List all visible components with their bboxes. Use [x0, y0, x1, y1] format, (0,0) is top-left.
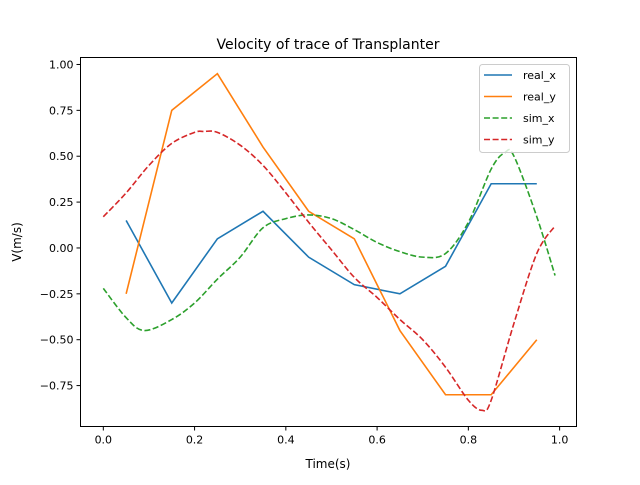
- series-line-real_x: [125, 182, 537, 305]
- x-tick-label: 1.0: [551, 434, 569, 447]
- series-line-sim_x: [102, 148, 556, 332]
- legend-box: [479, 64, 570, 153]
- chart-title: Velocity of trace of Transplanter: [217, 37, 440, 53]
- x-tick-label: 0.4: [277, 434, 295, 447]
- y-axis-label: V(m/s): [10, 222, 24, 262]
- x-tick-label: 0.2: [186, 434, 204, 447]
- legend: real_x real_y sim_x sim_y: [479, 64, 570, 153]
- axes-frame: [80, 57, 577, 427]
- legend-label: sim_x: [523, 112, 555, 125]
- y-axis: 1.00 0.75 0.50 0.25 0.00 −0.25 −0.50 −0.75: [40, 58, 81, 393]
- y-tick-label: −0.75: [40, 380, 74, 393]
- y-tick-label: 0.25: [49, 196, 74, 209]
- x-axis-label: Time(s): [305, 457, 351, 471]
- series-line-real_y: [125, 72, 538, 396]
- y-tick-label: −0.50: [40, 334, 74, 347]
- x-tick-label: 0.6: [368, 434, 386, 447]
- legend-label: sim_y: [523, 134, 555, 147]
- x-tick-label: 0.8: [460, 434, 478, 447]
- plot-area: [102, 72, 556, 412]
- y-tick-label: 0.50: [49, 150, 74, 163]
- y-tick-label: 1.00: [49, 58, 74, 71]
- x-axis: 0.0 0.2 0.4 0.6 0.8 1.0: [95, 426, 569, 447]
- y-tick-label: −0.25: [40, 288, 74, 301]
- x-tick-label: 0.0: [95, 434, 113, 447]
- legend-label: real_y: [523, 91, 556, 104]
- y-tick-label: 0.75: [49, 104, 74, 117]
- legend-label: real_x: [523, 69, 556, 82]
- series-line-sim_y: [102, 130, 556, 412]
- y-tick-label: 0.00: [49, 242, 74, 255]
